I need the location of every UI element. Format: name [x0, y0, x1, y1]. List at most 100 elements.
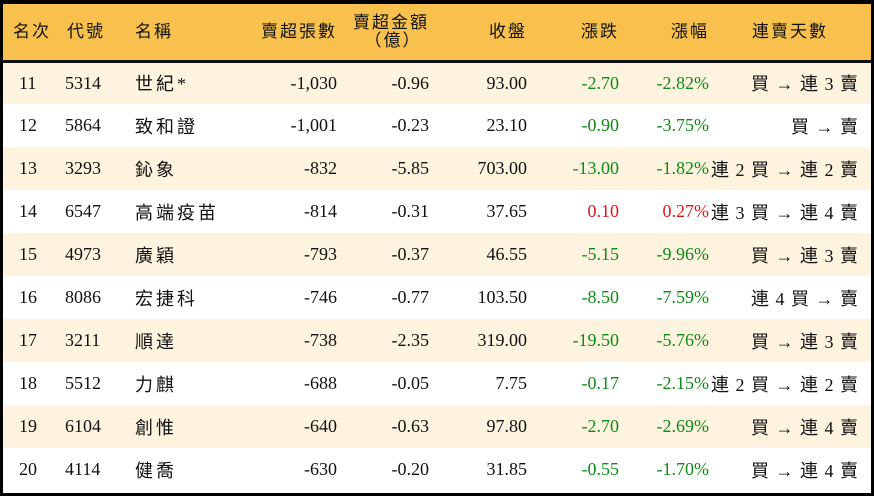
- streak-cell: 連 4 買 → 賣: [751, 288, 859, 309]
- header-code: 代號: [67, 21, 105, 41]
- change-pct-cell: 0.27%: [662, 201, 710, 221]
- streak-cell: 買 → 連 4 賣: [751, 460, 859, 481]
- change-cell: -8.50: [581, 287, 620, 307]
- net-sell-lots-cell: -746: [304, 287, 337, 307]
- close-price-cell: 31.85: [486, 459, 528, 479]
- streak-cell: 買 → 連 3 賣: [751, 331, 859, 352]
- stock-code-cell: 8086: [65, 287, 101, 307]
- header-net-sell-lots: 賣超張數: [261, 21, 337, 41]
- rank-cell: 13: [19, 158, 37, 178]
- change-pct-cell: -1.82%: [656, 158, 710, 178]
- stock-code-cell: 4973: [65, 244, 101, 264]
- net-sell-amount-cell: -0.23: [391, 115, 430, 135]
- rank-cell: 14: [19, 201, 37, 221]
- streak-cell: 買 → 連 3 賣: [751, 74, 859, 95]
- change-cell: -2.70: [581, 72, 620, 93]
- stock-code-cell: 5314: [65, 72, 101, 93]
- net-sell-lots-cell: -738: [304, 330, 337, 350]
- net-sell-lots-cell: -793: [304, 244, 337, 264]
- stock-name-cell: 健喬: [135, 460, 177, 481]
- change-pct-cell: -7.59%: [656, 287, 710, 307]
- stock-name-cell: 鈊象: [135, 159, 177, 180]
- change-cell: -13.00: [572, 158, 620, 178]
- net-sell-amount-cell: -0.05: [391, 373, 430, 393]
- table-header-row: 名次 代號 名稱 賣超張數 賣超金額 （億） 收盤 漲跌 漲幅 連賣天數: [3, 4, 871, 61]
- change-cell: -2.70: [581, 416, 620, 436]
- change-pct-cell: -1.70%: [656, 459, 710, 479]
- change-cell: -0.17: [581, 373, 620, 393]
- table-row: 13 3293 鈊象 -832 -5.85 703.00 -13.00 -1.8…: [3, 147, 871, 190]
- net-sell-lots-cell: -814: [304, 201, 337, 221]
- table-row: 18 5512 力麒 -688 -0.05 7.75 -0.17 -2.15% …: [3, 362, 871, 405]
- table-row: 14 6547 高端疫苗 -814 -0.31 37.65 0.10 0.27%…: [3, 190, 871, 233]
- change-cell: -0.90: [581, 115, 620, 135]
- net-sell-lots-cell: -1,030: [290, 72, 338, 93]
- rank-cell: 18: [19, 373, 37, 393]
- close-price-cell: 97.80: [486, 416, 528, 436]
- change-cell: -0.55: [581, 459, 620, 479]
- net-sell-lots-cell: -832: [304, 158, 337, 178]
- change-cell: -19.50: [572, 330, 620, 350]
- change-pct-cell: -2.15%: [656, 373, 710, 393]
- close-price-cell: 46.55: [486, 244, 528, 264]
- change-pct-cell: -2.82%: [656, 72, 710, 93]
- net-sell-amount-cell: -0.63: [391, 416, 430, 436]
- net-sell-amount-cell: -0.96: [391, 72, 430, 93]
- change-cell: 0.10: [587, 201, 620, 221]
- stock-name-cell: 順達: [135, 331, 177, 352]
- stock-code-cell: 3211: [65, 330, 101, 350]
- close-price-cell: 23.10: [486, 115, 528, 135]
- close-price-cell: 703.00: [477, 158, 528, 178]
- change-pct-cell: -3.75%: [656, 115, 710, 135]
- header-rank: 名次: [13, 21, 51, 41]
- rank-cell: 20: [19, 459, 37, 479]
- net-sell-amount-cell: -0.20: [391, 459, 430, 479]
- change-cell: -5.15: [581, 244, 620, 264]
- table-row: 17 3211 順達 -738 -2.35 319.00 -19.50 -5.7…: [3, 319, 871, 362]
- change-pct-cell: -9.96%: [656, 244, 710, 264]
- streak-cell: 連 2 買 → 連 2 賣: [711, 159, 859, 180]
- net-sell-amount-cell: -0.77: [391, 287, 430, 307]
- close-price-cell: 7.75: [495, 373, 528, 393]
- header-name: 名稱: [135, 21, 173, 41]
- net-sell-amount-cell: -5.85: [391, 158, 430, 178]
- stock-name-cell: 世紀*: [135, 74, 189, 95]
- close-price-cell: 103.50: [477, 287, 528, 307]
- net-sell-ranking-table: 名次 代號 名稱 賣超張數 賣超金額 （億） 收盤 漲跌 漲幅 連賣天數 11 …: [3, 4, 871, 491]
- header-net-sell-amount-label: 賣超金額: [353, 12, 429, 32]
- net-sell-amount-cell: -0.37: [391, 244, 430, 264]
- stock-code-cell: 4114: [65, 459, 101, 479]
- net-sell-lots-cell: -630: [304, 459, 337, 479]
- stock-code-cell: 3293: [65, 158, 101, 178]
- rank-cell: 17: [19, 330, 37, 350]
- stock-name-cell: 廣穎: [135, 245, 177, 266]
- close-price-cell: 319.00: [477, 330, 528, 350]
- header-net-sell-amount-unit: （億）: [364, 30, 422, 50]
- net-sell-amount-cell: -0.31: [391, 201, 430, 221]
- rank-cell: 11: [19, 72, 37, 93]
- streak-cell: 連 3 買 → 連 4 賣: [711, 202, 859, 223]
- header-change-pct: 漲幅: [671, 21, 709, 41]
- net-sell-lots-cell: -688: [304, 373, 337, 393]
- stock-name-cell: 致和證: [135, 116, 198, 137]
- net-sell-amount-cell: -2.35: [391, 330, 430, 350]
- table-row: 15 4973 廣穎 -793 -0.37 46.55 -5.15 -9.96%…: [3, 233, 871, 276]
- header-close: 收盤: [489, 21, 527, 41]
- table-row: 16 8086 宏捷科 -746 -0.77 103.50 -8.50 -7.5…: [3, 276, 871, 319]
- table-row: 11 5314 世紀* -1,030 -0.96 93.00 -2.70 -2.…: [3, 61, 871, 104]
- streak-cell: 買 → 賣: [791, 116, 859, 137]
- stock-code-cell: 6547: [65, 201, 101, 221]
- stock-name-cell: 高端疫苗: [135, 202, 219, 223]
- header-streak: 連賣天數: [752, 21, 828, 41]
- change-pct-cell: -2.69%: [656, 416, 710, 436]
- streak-cell: 買 → 連 4 賣: [751, 417, 859, 438]
- net-sell-lots-cell: -1,001: [290, 115, 338, 135]
- stock-code-cell: 5864: [65, 115, 101, 135]
- stock-name-cell: 創惟: [135, 417, 177, 438]
- table-row: 20 4114 健喬 -630 -0.20 31.85 -0.55 -1.70%…: [3, 448, 871, 491]
- close-price-cell: 37.65: [486, 201, 528, 221]
- stock-code-cell: 5512: [65, 373, 101, 393]
- streak-cell: 連 2 買 → 連 2 賣: [711, 374, 859, 395]
- table-row: 19 6104 創惟 -640 -0.63 97.80 -2.70 -2.69%…: [3, 405, 871, 448]
- stock-code-cell: 6104: [65, 416, 101, 436]
